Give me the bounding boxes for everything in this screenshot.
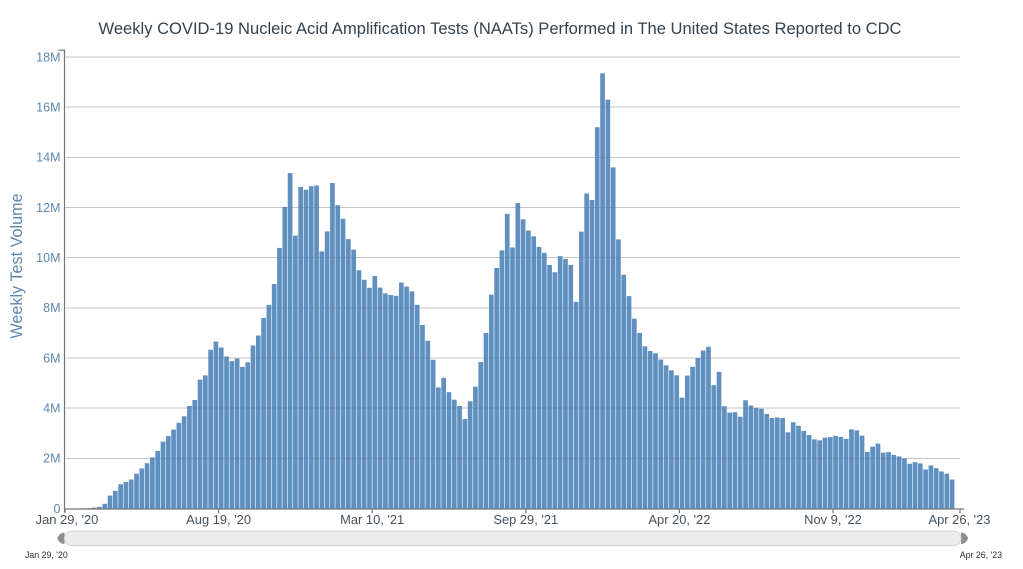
svg-text:14M: 14M bbox=[36, 151, 60, 165]
svg-text:18M: 18M bbox=[36, 50, 60, 64]
svg-text:Jan 29, '20: Jan 29, '20 bbox=[36, 512, 99, 527]
svg-text:2M: 2M bbox=[43, 452, 60, 466]
svg-text:10M: 10M bbox=[36, 251, 60, 265]
svg-text:Weekly Test Volume: Weekly Test Volume bbox=[8, 193, 26, 338]
svg-text:Nov 9, '22: Nov 9, '22 bbox=[804, 512, 862, 527]
svg-text:Mar 10, '21: Mar 10, '21 bbox=[340, 512, 404, 527]
svg-text:Sep 29, '21: Sep 29, '21 bbox=[493, 512, 558, 527]
svg-text:Apr 20, '22: Apr 20, '22 bbox=[648, 512, 710, 527]
svg-text:6M: 6M bbox=[43, 351, 60, 365]
svg-text:16M: 16M bbox=[36, 101, 60, 115]
svg-text:Aug 19, '20: Aug 19, '20 bbox=[186, 512, 251, 527]
svg-text:Apr 26, '23: Apr 26, '23 bbox=[960, 550, 1002, 560]
svg-text:12M: 12M bbox=[36, 201, 60, 215]
svg-text:0: 0 bbox=[54, 502, 61, 516]
svg-text:8M: 8M bbox=[43, 301, 60, 315]
svg-text:Jan 29, '20: Jan 29, '20 bbox=[25, 550, 68, 560]
svg-text:4M: 4M bbox=[43, 402, 60, 416]
svg-text:Weekly COVID-19 Nucleic Acid A: Weekly COVID-19 Nucleic Acid Amplificati… bbox=[99, 20, 902, 38]
svg-text:Apr 26, '23: Apr 26, '23 bbox=[929, 512, 991, 527]
